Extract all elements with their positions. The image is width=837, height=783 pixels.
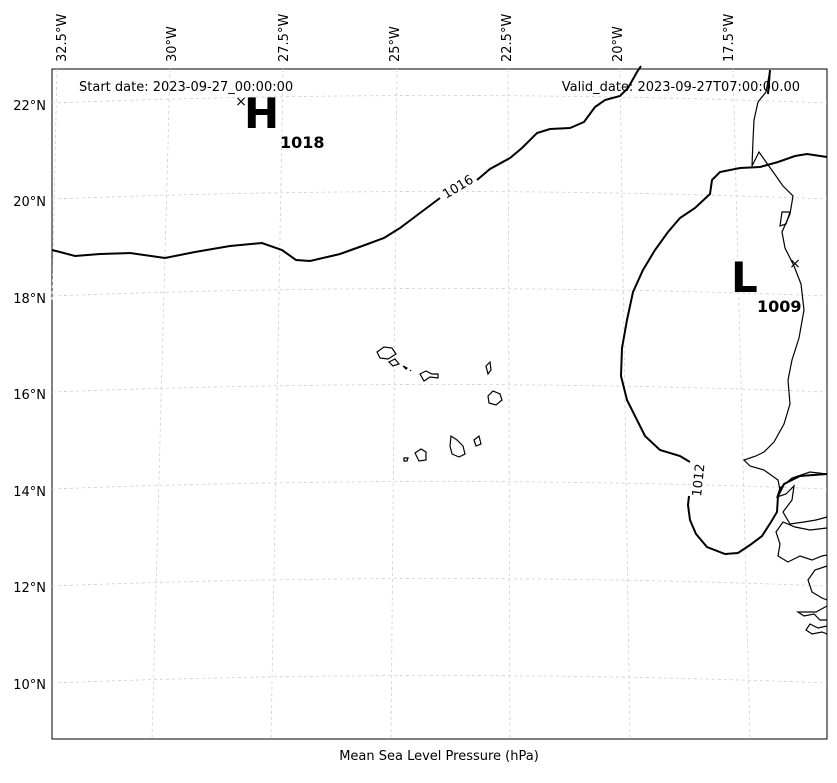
cape-verde-islands: [376, 346, 503, 462]
high-symbol: H: [244, 89, 279, 138]
high-pressure-center: × H 1018: [235, 89, 324, 152]
lat-label: 20°N: [13, 195, 46, 210]
lon-label: 20°W: [611, 26, 626, 62]
lat-label: 16°N: [13, 388, 46, 403]
lon-label: 32.5°W: [55, 14, 70, 62]
lat-label: 22°N: [13, 99, 46, 114]
graticule: [51, 68, 828, 740]
contour-label: 1012: [690, 463, 708, 497]
lat-label: 10°N: [13, 678, 46, 693]
low-marker: ×: [789, 256, 801, 272]
lon-label: 22.5°W: [500, 14, 515, 62]
isobar-1016: [51, 65, 642, 263]
lon-label: 17.5°W: [722, 14, 737, 62]
isobars: [51, 65, 828, 556]
high-marker: ×: [235, 94, 247, 110]
lat-label: 18°N: [13, 292, 46, 307]
lon-label: 27.5°W: [277, 14, 292, 62]
lat-label: 12°N: [13, 581, 46, 596]
high-value: 1018: [280, 133, 325, 152]
low-symbol: L: [731, 253, 758, 302]
low-pressure-center: × L 1009: [731, 253, 802, 316]
lat-label: 14°N: [13, 485, 46, 500]
latitude-labels: 22°N 20°N 18°N 16°N 14°N 12°N 10°N: [13, 99, 46, 693]
lon-label: 30°W: [165, 26, 180, 62]
coastline: [742, 69, 828, 635]
valid-date: Valid_date: 2023-09-27T07:00:00.00: [562, 80, 800, 95]
map-frame: [51, 68, 828, 740]
start-date: Start date: 2023-09-27_00:00:00: [79, 80, 293, 95]
longitude-labels: 32.5°W 30°W 27.5°W 25°W 22.5°W 20°W 17.5…: [55, 14, 737, 62]
low-value: 1009: [757, 297, 802, 316]
isobar-1012-east: [619, 69, 828, 556]
map-caption: Mean Sea Level Pressure (hPa): [339, 749, 539, 764]
lon-label: 25°W: [388, 26, 403, 62]
